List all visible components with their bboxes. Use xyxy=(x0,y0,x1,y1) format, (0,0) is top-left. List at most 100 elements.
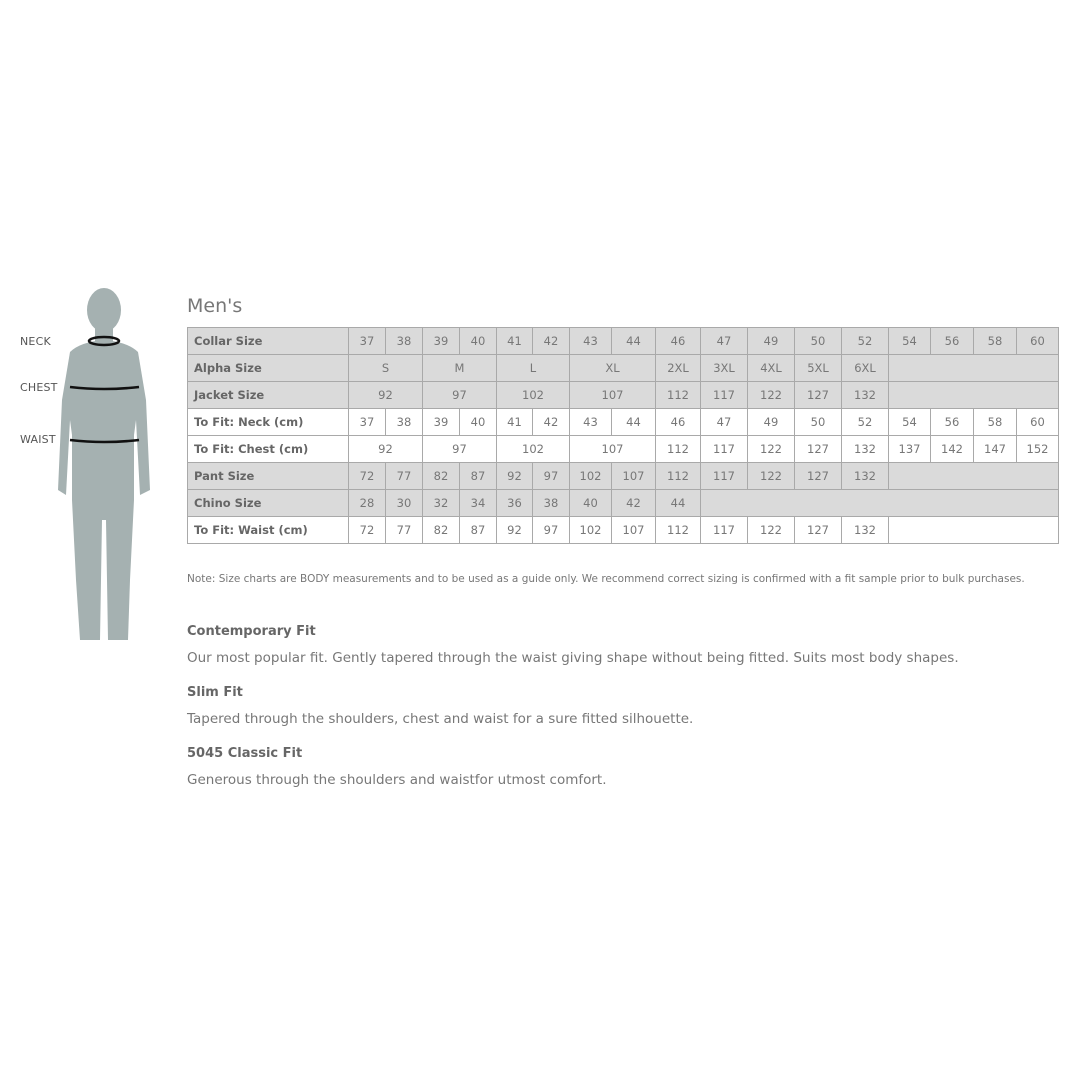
table-cell: 56 xyxy=(930,408,974,436)
table-cell: 54 xyxy=(888,327,931,355)
table-cell: 132 xyxy=(841,462,889,490)
table-cell: 87 xyxy=(459,462,497,490)
table-row: To Fit: Waist (cm) 72 77 82 87 92 97 102 107 112 1… xyxy=(187,516,1059,544)
table-cell: 112 xyxy=(655,462,701,490)
fit-desc-contemporary: Our most popular fit. Gently tapered thr… xyxy=(187,650,959,666)
table-cell: 4XL xyxy=(747,354,795,382)
table-cell: 46 xyxy=(655,327,701,355)
fit-heading-slim: Slim Fit xyxy=(187,685,243,700)
row-label: Chino Size xyxy=(187,489,349,517)
table-cell: 52 xyxy=(841,327,889,355)
size-note: Note: Size charts are BODY measurements … xyxy=(187,573,1025,585)
table-cell: 87 xyxy=(459,516,497,544)
table-cell: 3XL xyxy=(700,354,748,382)
row-label: Jacket Size xyxy=(187,381,349,409)
table-cell: 52 xyxy=(841,408,889,436)
table-cell xyxy=(888,516,1059,544)
table-cell xyxy=(888,462,1059,490)
table-cell: 107 xyxy=(569,435,656,463)
table-cell: 127 xyxy=(794,462,842,490)
table-cell: 117 xyxy=(700,435,748,463)
table-cell: 43 xyxy=(569,327,612,355)
table-cell: 42 xyxy=(532,408,570,436)
table-cell: 39 xyxy=(422,408,460,436)
table-cell: 44 xyxy=(611,408,656,436)
table-cell: 32 xyxy=(422,489,460,517)
table-cell: 28 xyxy=(348,489,386,517)
table-cell: 72 xyxy=(348,516,386,544)
table-cell: 43 xyxy=(569,408,612,436)
table-cell: 77 xyxy=(385,462,423,490)
table-cell: 46 xyxy=(655,408,701,436)
row-label: Pant Size xyxy=(187,462,349,490)
table-cell xyxy=(888,381,1059,409)
table-row: Chino Size 28 30 32 34 36 38 40 42 44 xyxy=(187,489,1059,517)
waist-label: WAIST xyxy=(20,433,56,446)
table-cell: 50 xyxy=(794,327,842,355)
fit-desc-slim: Tapered through the shoulders, chest and… xyxy=(187,711,694,727)
table-cell: 97 xyxy=(532,462,570,490)
table-cell: 152 xyxy=(1016,435,1059,463)
table-cell: 92 xyxy=(496,462,533,490)
table-cell: 132 xyxy=(841,381,889,409)
table-cell: 49 xyxy=(747,327,795,355)
table-cell: 30 xyxy=(385,489,423,517)
table-cell: 112 xyxy=(655,435,701,463)
table-row: To Fit: Neck (cm) 37 38 39 40 41 42 43 44 46 47 49 5… xyxy=(187,408,1059,436)
fit-heading-classic: 5045 Classic Fit xyxy=(187,746,303,761)
human-silhouette-icon xyxy=(58,288,150,640)
chest-label: CHEST xyxy=(20,381,58,394)
table-cell: 117 xyxy=(700,516,748,544)
table-cell: 107 xyxy=(569,381,656,409)
table-cell: 127 xyxy=(794,516,842,544)
fit-desc-classic: Generous through the shoulders and waist… xyxy=(187,772,607,788)
table-cell: 77 xyxy=(385,516,423,544)
table-cell: 142 xyxy=(930,435,974,463)
table-row: Pant Size 72 77 82 87 92 97 102 107 112 117 122 127 1… xyxy=(187,462,1059,490)
table-cell: 102 xyxy=(496,381,570,409)
neck-label: NECK xyxy=(20,335,51,348)
table-cell: 47 xyxy=(700,327,748,355)
table-row: Alpha Size S M L XL 2XL 3XL 4XL 5XL 6XL xyxy=(187,354,1059,382)
table-cell: S xyxy=(348,354,423,382)
table-cell: 102 xyxy=(496,435,570,463)
table-cell: 102 xyxy=(569,462,612,490)
table-cell: 44 xyxy=(655,489,701,517)
table-cell: 5XL xyxy=(794,354,842,382)
table-cell: 2XL xyxy=(655,354,701,382)
table-cell: 36 xyxy=(496,489,533,517)
table-cell: 122 xyxy=(747,435,795,463)
table-cell: 56 xyxy=(930,327,974,355)
table-cell: 60 xyxy=(1016,327,1059,355)
table-cell: 40 xyxy=(569,489,612,517)
table-cell: 6XL xyxy=(841,354,889,382)
table-row: Jacket Size 92 97 102 107 112 117 122 127 132 xyxy=(187,381,1059,409)
table-cell: 92 xyxy=(348,435,423,463)
table-cell: 49 xyxy=(747,408,795,436)
table-cell: 112 xyxy=(655,381,701,409)
table-cell: 92 xyxy=(496,516,533,544)
table-cell: 132 xyxy=(841,435,889,463)
table-cell xyxy=(700,489,1059,517)
table-cell: 122 xyxy=(747,462,795,490)
table-cell: 41 xyxy=(496,408,533,436)
table-cell: 117 xyxy=(700,462,748,490)
table-cell: 107 xyxy=(611,462,656,490)
table-cell: 58 xyxy=(973,327,1017,355)
table-cell: 58 xyxy=(973,408,1017,436)
table-cell: 107 xyxy=(611,516,656,544)
table-row: To Fit: Chest (cm) 92 97 102 107 112 117 122 127… xyxy=(187,435,1059,463)
table-cell: 42 xyxy=(611,489,656,517)
row-label: To Fit: Neck (cm) xyxy=(187,408,349,436)
table-cell: 112 xyxy=(655,516,701,544)
table-cell: 50 xyxy=(794,408,842,436)
row-label: To Fit: Chest (cm) xyxy=(187,435,349,463)
table-cell: 122 xyxy=(747,516,795,544)
fit-heading-contemporary: Contemporary Fit xyxy=(187,624,316,639)
table-cell: L xyxy=(496,354,570,382)
table-cell: 40 xyxy=(459,408,497,436)
table-cell: 102 xyxy=(569,516,612,544)
table-cell: 37 xyxy=(348,408,386,436)
table-cell: 92 xyxy=(348,381,423,409)
table-cell: 72 xyxy=(348,462,386,490)
